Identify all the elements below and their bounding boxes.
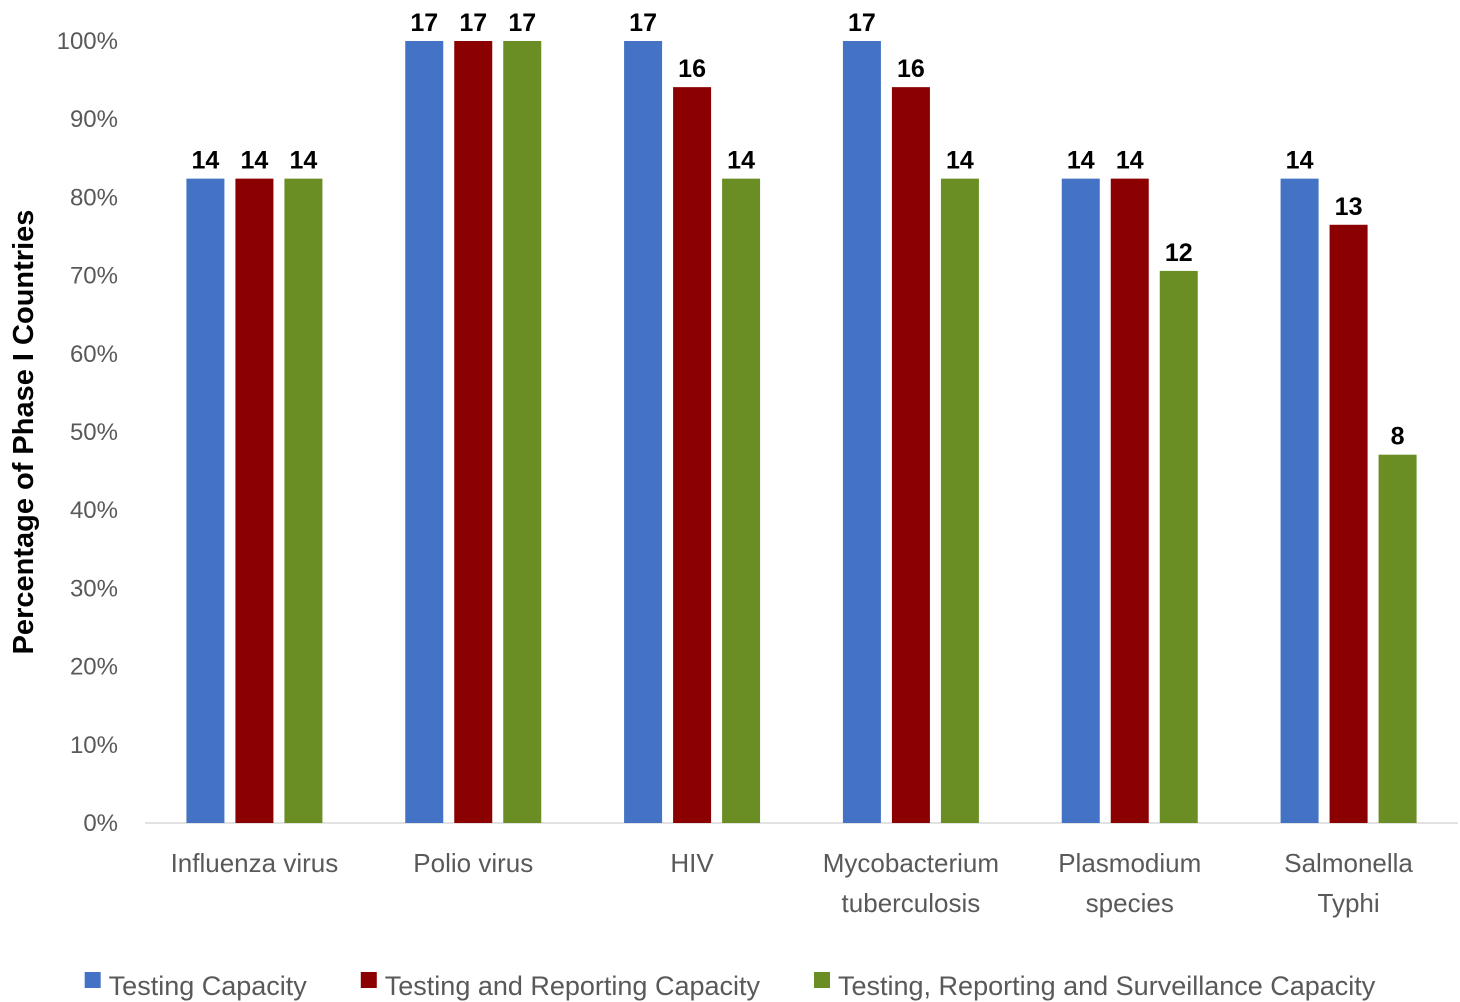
bar <box>235 178 274 823</box>
data-label: 8 <box>1391 423 1405 451</box>
data-label: 12 <box>1165 239 1193 267</box>
legend: Testing Capacity Testing and Reporting Ca… <box>84 971 1376 1001</box>
data-label: 14 <box>192 147 220 175</box>
bar <box>624 41 663 823</box>
y-tick-label: 30% <box>70 575 118 602</box>
category-label: Typhi <box>1318 888 1380 918</box>
category-label: Polio virus <box>413 848 533 878</box>
bar <box>1280 178 1319 823</box>
bar <box>1378 454 1417 823</box>
data-label: 14 <box>241 147 269 175</box>
y-axis-label: Percentage of Phase I Countries <box>8 210 40 655</box>
legend-item: Testing and Reporting Capacity <box>360 971 761 1001</box>
bar <box>1159 270 1198 824</box>
legend-label: Testing, Reporting and Surveillance Capa… <box>838 971 1376 1001</box>
y-tick-label: 60% <box>70 341 118 368</box>
data-label: 17 <box>629 9 657 37</box>
category-label: Mycobacterium <box>823 848 999 878</box>
category-label: Salmonella <box>1284 848 1413 878</box>
bar <box>1329 224 1368 823</box>
bar <box>940 178 979 823</box>
category-label: Plasmodium <box>1058 848 1201 878</box>
bar <box>891 87 930 823</box>
legend-item: Testing, Reporting and Surveillance Capa… <box>814 971 1376 1001</box>
y-tick-label: 0% <box>83 810 118 837</box>
bar <box>454 41 493 823</box>
bar <box>1061 178 1100 823</box>
bar <box>673 87 712 823</box>
data-label: 16 <box>678 55 706 83</box>
x-axis-categories: Influenza virus Polio virus HIV Mycobacteri… <box>171 848 1414 918</box>
category-label: HIV <box>670 848 714 878</box>
y-tick-label: 20% <box>70 654 118 681</box>
data-label: 17 <box>848 9 876 37</box>
data-label: 17 <box>410 9 438 37</box>
data-label: 14 <box>290 147 318 175</box>
data-label: 14 <box>946 147 974 175</box>
data-labels: 14 17 17 17 14 14 14 17 16 16 14 13 14 17 14 14 12 8 <box>192 9 1405 451</box>
y-tick-label: 10% <box>70 732 118 759</box>
bar <box>1110 178 1149 823</box>
category-label: Influenza virus <box>171 848 339 878</box>
data-label: 16 <box>897 55 925 83</box>
y-tick-label: 50% <box>70 419 118 446</box>
data-label: 14 <box>1116 147 1144 175</box>
legend-label: Testing Capacity <box>109 971 308 1001</box>
data-label: 14 <box>727 147 755 175</box>
bar <box>284 178 323 823</box>
legend-item: Testing Capacity <box>84 971 308 1001</box>
y-tick-label: 40% <box>70 497 118 524</box>
y-tick-label: 70% <box>70 263 118 290</box>
legend-swatch <box>360 972 377 988</box>
legend-swatch <box>84 972 101 988</box>
data-label: 14 <box>1067 147 1095 175</box>
legend-label: Testing and Reporting Capacity <box>385 971 761 1001</box>
data-label: 17 <box>459 9 487 37</box>
category-label: tuberculosis <box>842 888 981 918</box>
category-label: species <box>1086 888 1174 918</box>
legend-swatch <box>814 972 831 988</box>
bars <box>186 41 1417 824</box>
bar <box>503 41 542 823</box>
y-tick-label: 90% <box>70 106 118 133</box>
y-tick-label: 100% <box>57 28 118 55</box>
y-tick-label: 80% <box>70 184 118 211</box>
data-label: 14 <box>1286 147 1314 175</box>
bar <box>405 41 444 823</box>
data-label: 13 <box>1335 193 1363 221</box>
bar <box>186 178 225 823</box>
data-label: 17 <box>508 9 536 37</box>
bar <box>722 178 761 823</box>
bar <box>842 41 881 823</box>
y-axis-ticks: 0% 10% 20% 30% 40% 50% 60% 70% 80% 90% 100% <box>57 28 118 837</box>
